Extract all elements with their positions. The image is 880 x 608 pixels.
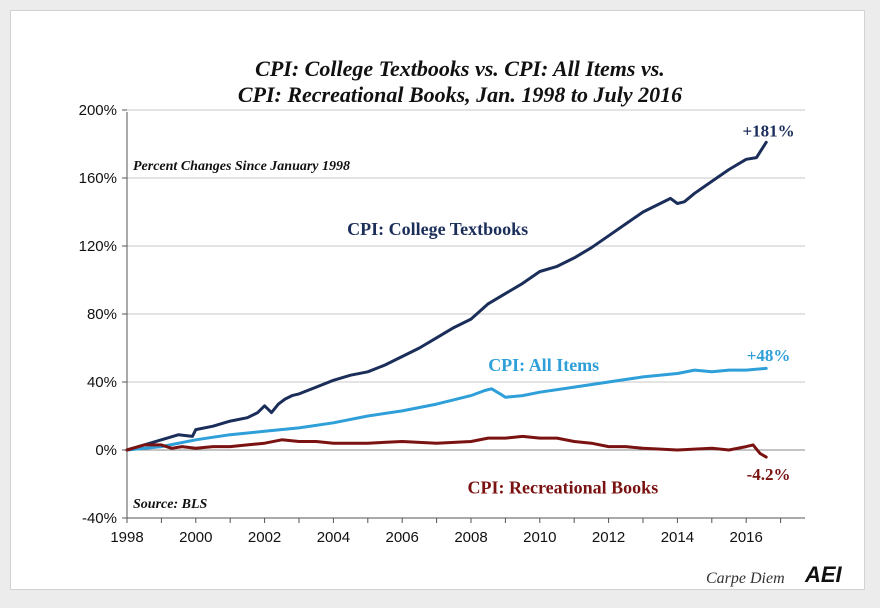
source-note: Source: BLS <box>133 497 208 512</box>
series-labels: CPI: College Textbooks CPI: All Items CPI:… <box>347 121 794 497</box>
chart-title-line-1: CPI: College Textbooks vs. CPI: All Item… <box>255 56 665 81</box>
series-lines <box>125 140 768 459</box>
y-tick-label: 120% <box>79 238 117 255</box>
x-tick-label: 2016 <box>730 529 763 546</box>
x-tick-label: 2014 <box>661 529 694 546</box>
series-name-label: CPI: College Textbooks <box>347 219 528 239</box>
chart-frame <box>10 10 865 590</box>
series-line-0 <box>125 140 768 452</box>
axes: -40% 0% 40% 80% 120% 160% 200% 1998 2000 2002 2004… <box>79 102 805 546</box>
x-tick-label: 2008 <box>454 529 487 546</box>
x-tick-label: 2012 <box>592 529 625 546</box>
x-tick-label: 2000 <box>179 529 212 546</box>
chart-title-line-2: CPI: Recreational Books, Jan. 1998 to Ju… <box>238 82 682 107</box>
series-line-1 <box>125 366 768 452</box>
x-tick-label: 1998 <box>110 529 143 546</box>
x-tick-label: 2006 <box>386 529 419 546</box>
y-tick-label: 200% <box>79 102 117 119</box>
x-tick-label: 2010 <box>523 529 556 546</box>
y-tick-label: 0% <box>95 442 117 459</box>
y-tick-label: 80% <box>87 306 117 323</box>
y-tick-label: 160% <box>79 170 117 187</box>
y-tick-label: 40% <box>87 374 117 391</box>
series-line-2 <box>125 434 768 459</box>
chart-subtitle: Percent Changes Since January 1998 <box>133 159 350 174</box>
series-name-label: CPI: All Items <box>488 355 599 375</box>
aei-logo: AEI <box>802 562 854 587</box>
x-tick-label: 2002 <box>248 529 281 546</box>
y-tick-label: -40% <box>82 510 117 527</box>
x-tick-label: 2004 <box>317 529 350 546</box>
blog-credit: Carpe Diem <box>706 570 785 587</box>
end-value-label: -4.2% <box>747 465 791 484</box>
end-value-label: +48% <box>747 346 791 365</box>
series-name-label: CPI: Recreational Books <box>468 477 659 497</box>
end-value-label: +181% <box>742 121 794 140</box>
aei-logo-text: AEI <box>804 562 843 587</box>
